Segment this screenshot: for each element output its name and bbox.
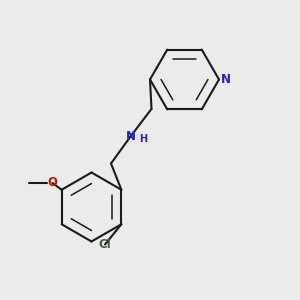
Text: N: N [125, 130, 136, 143]
Text: Cl: Cl [99, 238, 111, 251]
Text: O: O [47, 176, 58, 190]
Text: H: H [139, 134, 147, 144]
Text: N: N [220, 73, 231, 86]
